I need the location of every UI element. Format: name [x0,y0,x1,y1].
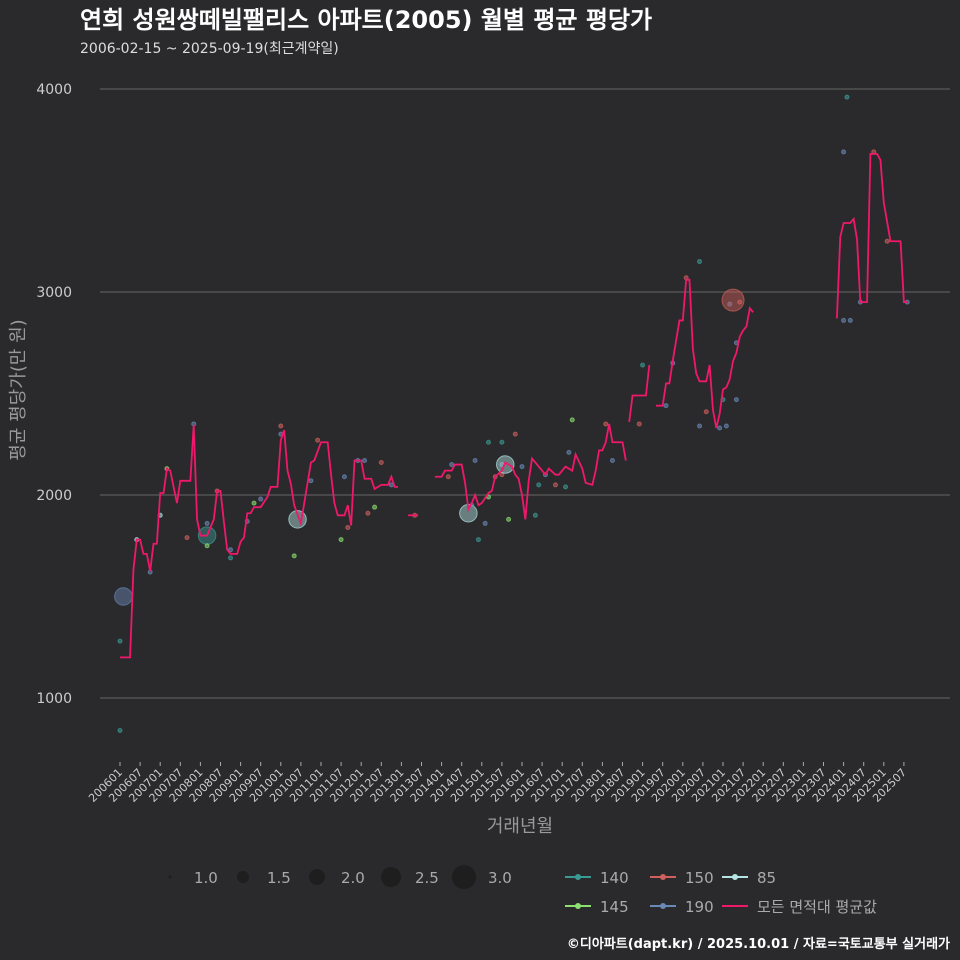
y-tick-label: 4000 [36,82,72,98]
data-point [697,423,703,429]
y-axis-label: 평균 평당가(만 원) [8,319,29,460]
average-line-segment [628,364,651,423]
data-point [114,587,133,606]
data-point [884,238,890,244]
data-point [499,439,505,445]
data-point [733,397,739,403]
data-point [486,439,491,445]
data-point [847,317,853,323]
legend-dot [732,874,738,880]
y-tick-label: 1000 [36,691,72,707]
data-point [345,524,351,530]
data-point [519,464,525,470]
data-point [482,520,488,526]
data-point [258,496,264,502]
legend-label: 145 [600,898,629,916]
data-point [723,423,729,429]
data-point [228,555,234,561]
legend-dot [575,903,581,909]
data-point [315,437,321,443]
chart-title: 연희 성원쌍떼빌팰리스 아파트(2005) 월별 평균 평당가 [80,6,652,34]
data-point [204,543,210,549]
average-line-segment [836,153,908,319]
y-tick-label: 3000 [36,285,72,301]
size-legend-label: 1.5 [267,869,291,887]
data-point [184,535,190,541]
average-line-segment [120,424,399,659]
data-point [308,478,314,484]
x-axis: 2006012006072007012007072008012008072009… [86,762,909,805]
data-point [278,423,284,429]
legend-label: 모든 면적대 평균값 [757,898,877,916]
data-point [362,457,368,463]
data-point [378,460,384,466]
legend-dot [575,874,581,880]
scatter-points [114,94,910,733]
size-legend-marker [381,867,401,887]
size-legend-label: 2.5 [415,869,439,887]
data-point [204,520,210,526]
data-point [512,431,518,437]
data-point [603,421,609,427]
data-point [449,462,455,468]
data-point [532,512,538,518]
data-point [553,482,558,488]
data-point [721,288,745,312]
legend-dot [660,903,666,909]
average-line-segment [434,423,627,520]
data-point [640,362,646,368]
average-line-segment [656,278,754,429]
data-point [737,299,743,305]
size-legend-label: 1.0 [194,869,218,887]
data-point [445,474,451,480]
size-legend: 1.0 1.5 2.0 2.5 3.0 [168,865,512,889]
size-legend-marker [309,869,325,885]
data-point [841,317,847,323]
data-point [717,425,723,431]
size-legend-marker [452,865,476,889]
data-point [536,482,542,488]
y-tick-label: 2000 [36,488,72,504]
y-axis: 1000 2000 3000 4000 [36,82,72,707]
data-point [475,537,481,543]
data-point [727,301,733,307]
data-point [228,547,234,553]
data-point [703,409,709,415]
data-point [365,510,371,516]
legend-label: 190 [685,898,714,916]
legend-label: 140 [600,869,629,887]
data-point [338,537,344,543]
data-point [609,457,615,463]
data-point [117,727,123,733]
average-line [120,153,908,659]
data-point [563,484,569,490]
data-point [569,417,575,423]
data-point [117,638,123,644]
data-point [472,457,478,463]
data-point [506,516,512,522]
source-caption: ©디아파트(dapt.kr) / 2025.10.01 / 자료=국토교통부 실… [567,936,950,952]
legend-label: 150 [685,869,714,887]
size-legend-marker [237,871,249,883]
data-point [697,259,703,265]
data-point [566,449,572,455]
series-legend: 140 150 85 145 190 모든 면적대 평균값 [565,869,877,916]
data-point [844,94,850,100]
size-legend-label: 3.0 [488,869,512,887]
data-point [841,149,847,155]
legend-dot [660,874,666,880]
data-point [636,421,642,427]
data-point [663,403,669,409]
data-point [251,500,257,506]
data-point [291,553,297,559]
size-legend-label: 2.0 [341,869,365,887]
chart-subtitle: 2006-02-15 ~ 2025-09-19(최근계약일) [80,41,339,57]
size-legend-marker [168,875,172,879]
x-axis-label: 거래년월 [487,816,553,837]
data-point [372,504,378,510]
gridlines [100,88,950,699]
data-point [341,474,347,480]
legend-label: 85 [757,869,776,887]
